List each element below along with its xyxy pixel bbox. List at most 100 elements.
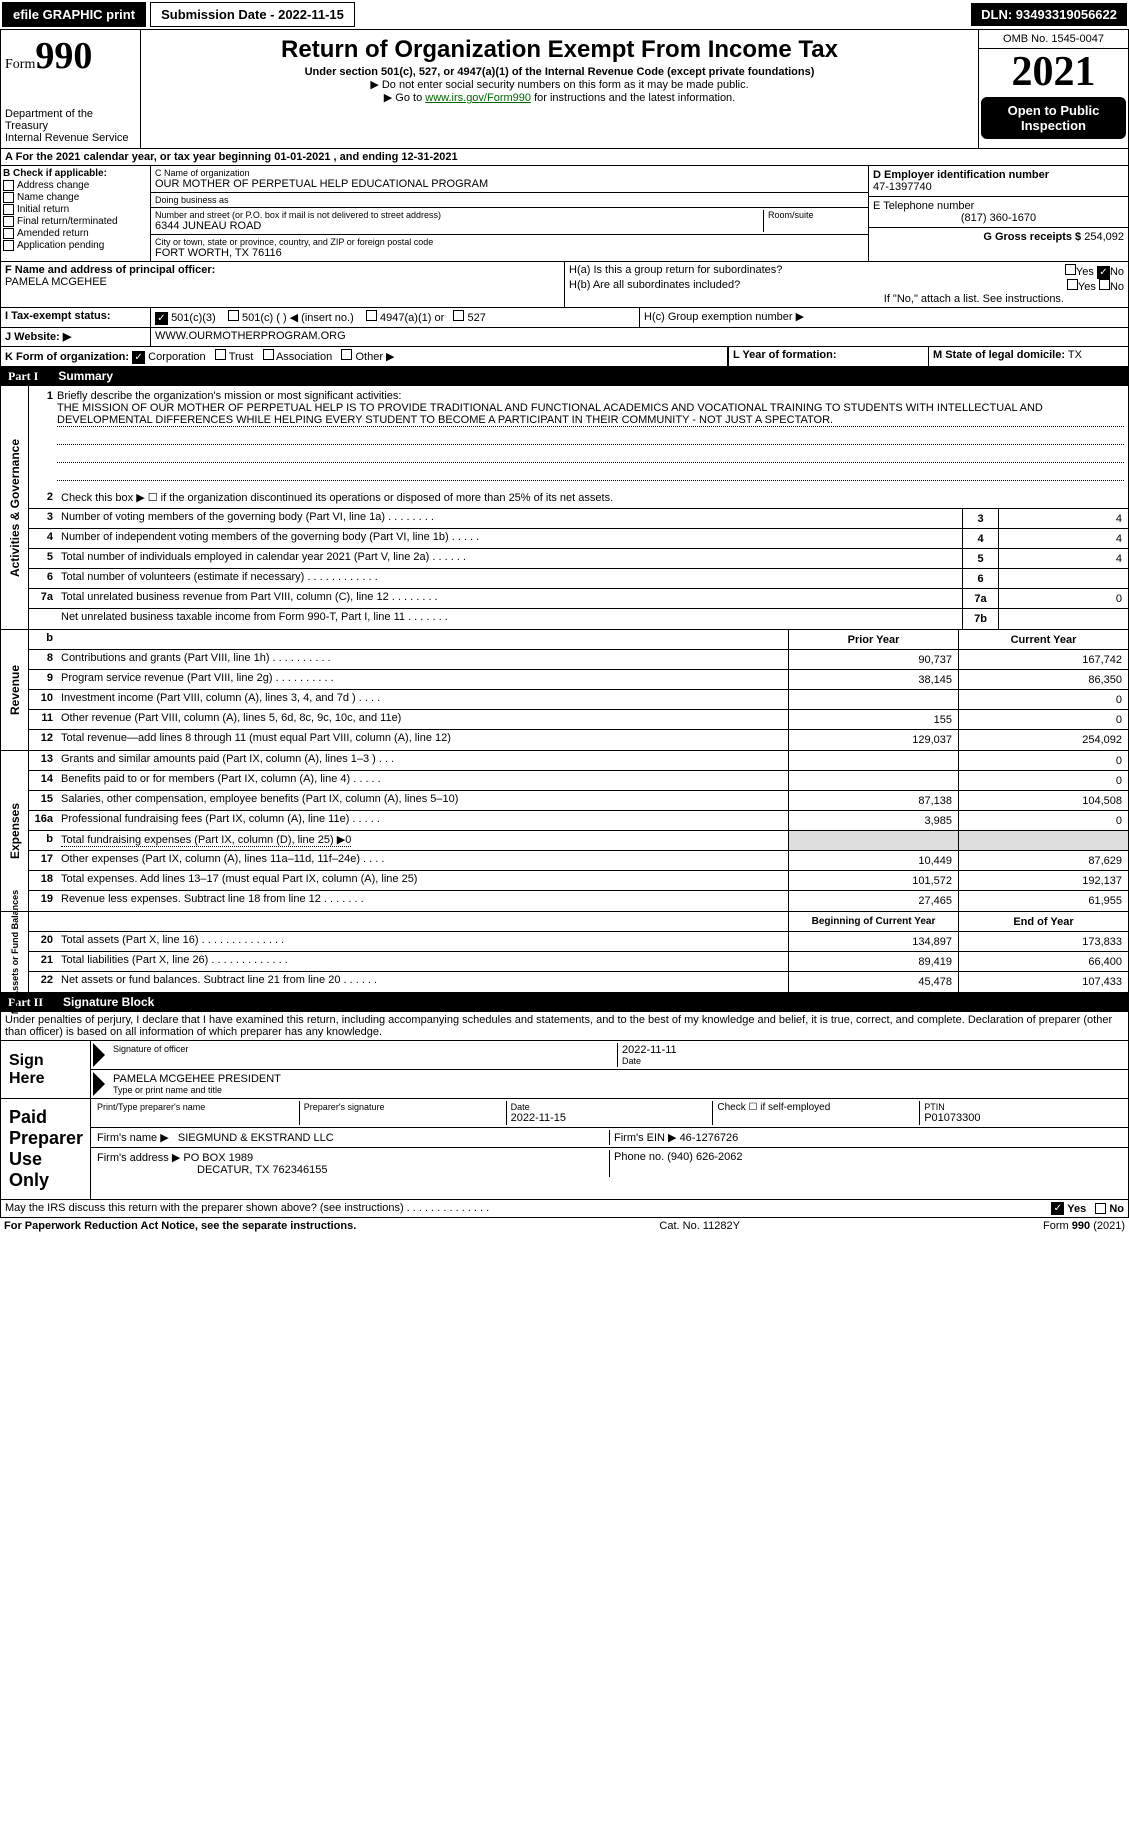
efile-topbar: efile GRAPHIC print Submission Date - 20…	[0, 0, 1129, 29]
chk-address-change[interactable]	[3, 180, 14, 191]
principal-officer: PAMELA MCGEHEE	[5, 276, 560, 288]
irs-link[interactable]: www.irs.gov/Form990	[425, 92, 531, 104]
instructions-link-row: ▶ Go to www.irs.gov/Form990 for instruct…	[145, 91, 974, 104]
form-title: Return of Organization Exempt From Incom…	[145, 36, 974, 64]
mission-text: THE MISSION OF OUR MOTHER OF PERPETUAL H…	[57, 402, 1124, 427]
chk-corp[interactable]: ✓	[132, 351, 145, 364]
ha-yes[interactable]	[1065, 264, 1076, 275]
chk-4947[interactable]	[366, 310, 377, 321]
na20-prior: 134,897	[788, 932, 958, 951]
na22-curr: 107,433	[958, 972, 1128, 992]
rev11-prior: 155	[788, 710, 958, 729]
rev12-curr: 254,092	[958, 730, 1128, 750]
exp17-curr: 87,629	[958, 851, 1128, 870]
val-line7b	[998, 609, 1128, 629]
page-footer: For Paperwork Reduction Act Notice, see …	[0, 1218, 1129, 1234]
omb-number: OMB No. 1545-0047	[979, 30, 1128, 49]
triangle-icon	[93, 1043, 105, 1067]
exp16a-prior: 3,985	[788, 811, 958, 830]
discuss-no[interactable]	[1095, 1203, 1106, 1214]
exp18-curr: 192,137	[958, 871, 1128, 890]
ssn-warning: ▶ Do not enter social security numbers o…	[145, 78, 974, 91]
exp19-curr: 61,955	[958, 891, 1128, 911]
open-to-public: Open to Public Inspection	[981, 97, 1126, 139]
gross-receipts: 254,092	[1084, 231, 1124, 243]
tax-year: 2021	[979, 49, 1128, 95]
na20-curr: 173,833	[958, 932, 1128, 951]
rev8-prior: 90,737	[788, 650, 958, 669]
row-k-l-m: K Form of organization: ✓ Corporation Tr…	[0, 347, 1129, 367]
irs-label: Internal Revenue Service	[5, 132, 136, 144]
chk-trust[interactable]	[215, 349, 226, 360]
val-line5: 4	[998, 549, 1128, 568]
chk-527[interactable]	[453, 310, 464, 321]
form-header: Form990 Department of the Treasury Inter…	[0, 29, 1129, 149]
chk-501c3[interactable]: ✓	[155, 312, 168, 325]
part1-header: Part I Summary	[0, 367, 1129, 386]
submission-date: Submission Date - 2022-11-15	[150, 2, 355, 27]
discuss-yes[interactable]: ✓	[1051, 1202, 1064, 1215]
rev12-prior: 129,037	[788, 730, 958, 750]
exp15-prior: 87,138	[788, 791, 958, 810]
dln: DLN: 93493319056622	[971, 3, 1127, 26]
sig-date: 2022-11-11	[622, 1044, 677, 1056]
chk-other[interactable]	[341, 349, 352, 360]
na22-prior: 45,478	[788, 972, 958, 992]
chk-app-pending[interactable]	[3, 240, 14, 251]
val-line7a: 0	[998, 589, 1128, 608]
rev11-curr: 0	[958, 710, 1128, 729]
sign-here-label: Sign Here	[1, 1041, 91, 1098]
exp19-prior: 27,465	[788, 891, 958, 911]
section-b: B Check if applicable: Address change Na…	[1, 166, 151, 261]
exp13-prior	[788, 751, 958, 770]
firm-address: PO BOX 1989	[183, 1152, 253, 1164]
section-expenses: Expenses 13Grants and similar amounts pa…	[0, 751, 1129, 912]
chk-final-return[interactable]	[3, 216, 14, 227]
rev9-curr: 86,350	[958, 670, 1128, 689]
ptin: P01073300	[924, 1112, 980, 1124]
na21-prior: 89,419	[788, 952, 958, 971]
val-line6	[998, 569, 1128, 588]
prep-date: 2022-11-15	[511, 1112, 566, 1124]
rev10-curr: 0	[958, 690, 1128, 709]
efile-label: efile GRAPHIC print	[2, 2, 146, 27]
chk-501c[interactable]	[228, 310, 239, 321]
section-revenue: Revenue bPrior YearCurrent Year 8Contrib…	[0, 630, 1129, 751]
exp18-prior: 101,572	[788, 871, 958, 890]
chk-assoc[interactable]	[263, 349, 274, 360]
officer-name: PAMELA MCGEHEE PRESIDENT	[113, 1073, 281, 1085]
signature-block: Under penalties of perjury, I declare th…	[0, 1012, 1129, 1218]
val-line4: 4	[998, 529, 1128, 548]
chk-amended[interactable]	[3, 228, 14, 239]
section-c: C Name of organization OUR MOTHER OF PER…	[151, 166, 868, 261]
ha-no[interactable]: ✓	[1097, 266, 1110, 279]
rev8-curr: 167,742	[958, 650, 1128, 669]
chk-name-change[interactable]	[3, 192, 14, 203]
website-url: WWW.OURMOTHERPROGRAM.ORG	[151, 328, 1128, 346]
row-a-tax-year: A For the 2021 calendar year, or tax yea…	[0, 149, 1129, 166]
exp14-prior	[788, 771, 958, 790]
paid-preparer-label: Paid Preparer Use Only	[1, 1099, 91, 1199]
row-f-h: F Name and address of principal officer:…	[0, 262, 1129, 308]
section-activities-governance: Activities & Governance 1Briefly describ…	[0, 386, 1129, 630]
na21-curr: 66,400	[958, 952, 1128, 971]
form-number: Form990	[5, 34, 136, 78]
ein: 47-1397740	[873, 181, 1124, 193]
chk-initial-return[interactable]	[3, 204, 14, 215]
street-address: 6344 JUNEAU ROAD	[155, 220, 759, 232]
hb-no[interactable]	[1099, 279, 1110, 290]
exp17-prior: 10,449	[788, 851, 958, 870]
hb-yes[interactable]	[1067, 279, 1078, 290]
firm-name: SIEGMUND & EKSTRAND LLC	[178, 1132, 334, 1144]
rev10-prior	[788, 690, 958, 709]
exp14-curr: 0	[958, 771, 1128, 790]
exp16a-curr: 0	[958, 811, 1128, 830]
exp15-curr: 104,508	[958, 791, 1128, 810]
row-i-tax-exempt: I Tax-exempt status: ✓ 501(c)(3) 501(c) …	[0, 308, 1129, 328]
section-net-assets: Net Assets or Fund Balances Beginning of…	[0, 912, 1129, 993]
part2-header: Part II Signature Block	[0, 993, 1129, 1012]
penalty-declaration: Under penalties of perjury, I declare th…	[1, 1012, 1128, 1041]
state-domicile: TX	[1068, 349, 1082, 361]
block-bcd: B Check if applicable: Address change Na…	[0, 166, 1129, 262]
org-name: OUR MOTHER OF PERPETUAL HELP EDUCATIONAL…	[155, 178, 864, 190]
